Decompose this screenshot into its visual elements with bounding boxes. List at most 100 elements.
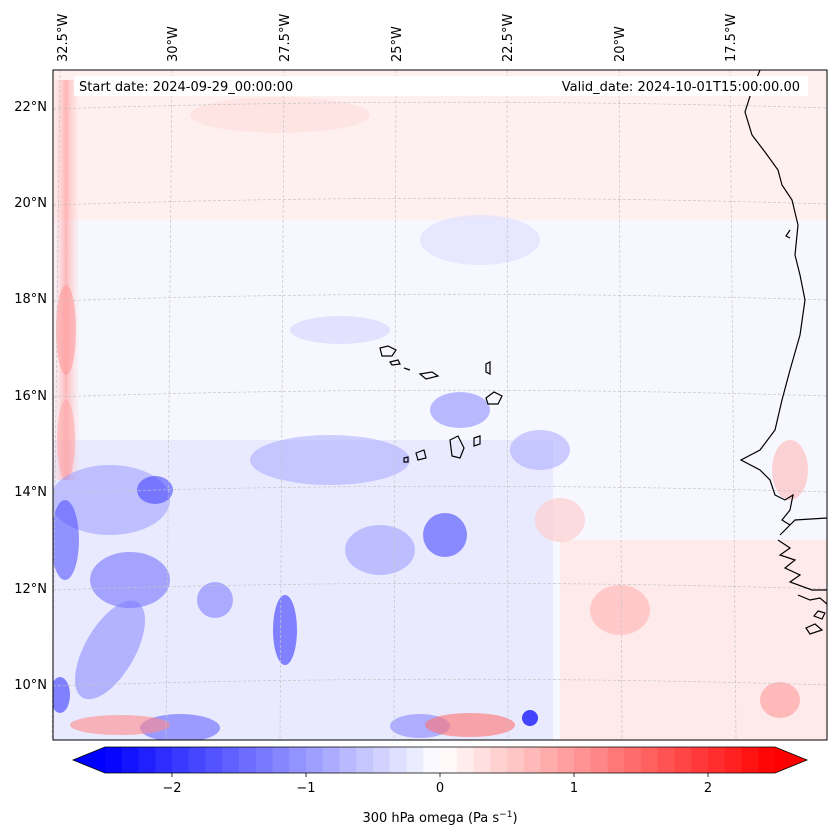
african-coast [739, 70, 827, 536]
colorbar-cell [490, 747, 508, 773]
colorbar-outline [71, 746, 809, 774]
colorbar-cell [155, 747, 173, 773]
colorbar-cell [657, 747, 676, 773]
rising-patch [345, 525, 415, 575]
colorbar-cell [289, 747, 307, 773]
lon-line-30 [165, 69, 173, 741]
colorbar-cell [507, 747, 525, 773]
sao-nicolau-island [418, 371, 440, 380]
lon-label: 17.5°W [724, 14, 739, 62]
colorbar-cell [188, 747, 207, 773]
edge-max [56, 285, 76, 375]
colorbar-cell [724, 747, 743, 773]
sinking-patch [760, 682, 800, 718]
colorbar-tick-label: 0 [436, 781, 444, 796]
colorbar-max-extend [775, 747, 807, 773]
sinking-patch [190, 97, 370, 133]
santiago-island [449, 435, 465, 459]
lat-line-22 [52, 101, 828, 110]
colorbar-cell [607, 747, 625, 773]
coast-islet [785, 229, 791, 239]
santo-antao-island [379, 345, 397, 357]
sao-vicente-island [389, 359, 401, 366]
lat-line-18 [52, 293, 828, 302]
lon-labels: 32.5°W 30°W 27.5°W 25°W 22.5°W 20°W 17.5… [56, 14, 739, 62]
lat-labels: 22°N 20°N 18°N 16°N 14°N 12°N 10°N [14, 100, 47, 693]
colorbar-cell [741, 747, 759, 773]
lat-label: 16°N [14, 389, 47, 404]
colorbar-cell [708, 747, 726, 773]
lon-line-22-5 [506, 69, 509, 741]
lat-label: 10°N [14, 678, 47, 693]
colorbar-tick-label: −1 [296, 781, 315, 796]
lat-line-14 [52, 485, 828, 494]
lat-label: 22°N [14, 100, 47, 115]
map-frame [52, 69, 828, 741]
colorbar-cell [356, 747, 374, 773]
colorbar-cell [389, 747, 408, 773]
colorbar-cell [105, 747, 123, 773]
guinea-bissau-coast [777, 539, 827, 591]
lon-label: 32.5°W [56, 14, 71, 62]
bijagos-island [805, 623, 824, 635]
start-date-label: Start date: 2024-09-29_00:00:00 [79, 80, 293, 95]
rising-patch [290, 316, 390, 344]
colorbar-label: 300 hPa omega (Pa s−1) [362, 810, 517, 826]
fogo-island [415, 449, 427, 461]
lon-label: 30°W [166, 26, 181, 62]
colorbar-cell [574, 747, 592, 773]
lat-line-10 [52, 678, 828, 687]
colorbar-cell [641, 747, 659, 773]
edge-max [57, 400, 75, 480]
rising-patch [273, 595, 297, 665]
rising-patch [53, 677, 70, 713]
rising-patch [420, 215, 540, 265]
lat-label: 18°N [14, 292, 47, 307]
colorbar-cell [557, 747, 575, 773]
sal-island [485, 361, 491, 375]
colorbar-cell [691, 747, 709, 773]
rising-patch [75, 600, 145, 700]
lon-line-32-5 [51, 69, 61, 741]
lat-label: 14°N [14, 485, 47, 500]
lon-label: 27.5°W [278, 14, 293, 62]
map-panel: Start date: 2024-09-29_00:00:00 Valid_da… [51, 69, 828, 741]
lon-label: 22.5°W [501, 14, 516, 62]
bijagos-island [813, 610, 826, 620]
lat-label: 12°N [14, 582, 47, 597]
santa-luzia-island [403, 367, 411, 371]
colorbar-cell [306, 747, 324, 773]
colorbar-tick-label: 2 [704, 781, 712, 796]
colorbar-cell [440, 747, 458, 773]
colorbar-cell [205, 747, 223, 773]
lat-line-16 [52, 389, 828, 398]
info-strip [74, 76, 808, 96]
colorbar-cell [373, 747, 391, 773]
colorbar-cell [674, 747, 692, 773]
lon-line-17-5 [729, 69, 737, 741]
colorbar: −2 −1 0 1 2 300 hPa omega (Pa s−1) [71, 746, 809, 826]
colorbar-cell [322, 747, 341, 773]
brava-island [403, 456, 409, 463]
maio-island [473, 435, 481, 447]
lon-line-20 [618, 69, 623, 741]
colorbar-cell [239, 747, 257, 773]
rising-patch [250, 435, 410, 485]
colorbar-min-extend [73, 747, 105, 773]
lon-label: 25°W [390, 26, 405, 62]
rising-patch [510, 430, 570, 470]
colorbar-cell [339, 747, 357, 773]
lon-line-27-5 [279, 69, 285, 741]
colorbar-cell [272, 747, 290, 773]
colorbar-cell [590, 747, 609, 773]
rising-patch [430, 392, 490, 428]
rising-patch [53, 500, 79, 580]
sinking-patch [772, 440, 808, 500]
colorbar-cell [406, 747, 424, 773]
colorbar-cell [456, 747, 475, 773]
graticule [51, 69, 828, 741]
lon-label: 20°W [613, 26, 628, 62]
rising-patch [90, 552, 170, 608]
sinking-patch [425, 713, 515, 737]
guinea-coast [797, 594, 827, 605]
